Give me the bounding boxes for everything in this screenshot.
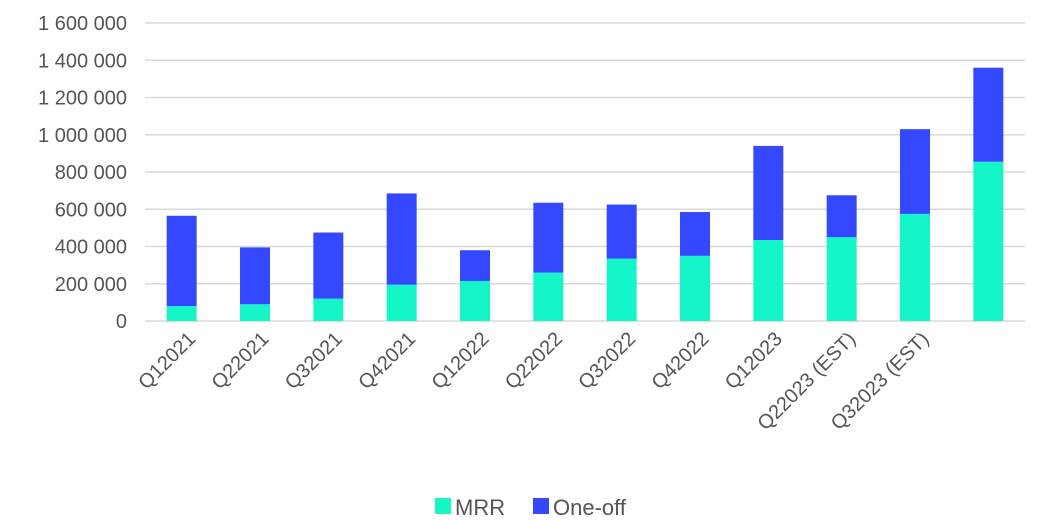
bar-one-off [826, 195, 857, 238]
bar-one-off [313, 232, 344, 299]
bar-mrr [900, 213, 930, 321]
bar-mrr [826, 237, 857, 321]
y-tick-label: 200 000 [55, 274, 127, 296]
bar-mrr [606, 258, 637, 321]
bar-one-off [533, 202, 564, 273]
bar-one-off [460, 250, 490, 281]
bar-mrr [680, 255, 710, 321]
bar-mrr [240, 304, 270, 321]
x-tick-label: Q22021 [208, 328, 274, 394]
y-tick-label: 1 600 000 [38, 13, 127, 35]
y-tick-label: 1 000 000 [38, 125, 127, 147]
legend-label-mrr: MRR [455, 495, 505, 520]
bar-mrr [533, 272, 564, 321]
y-tick-label: 600 000 [55, 199, 127, 221]
y-tick-label: 1 400 000 [38, 50, 127, 72]
bar-mrr [973, 161, 1004, 321]
bar-one-off [753, 145, 784, 240]
gridlines [145, 22, 1025, 322]
y-tick-label: 0 [116, 311, 127, 333]
y-tick-label: 400 000 [55, 237, 127, 259]
legend-swatch-mrr [435, 498, 451, 514]
bar-one-off [240, 247, 270, 305]
x-tick-label: Q12021 [134, 328, 200, 394]
x-tick-label: Q42021 [354, 328, 420, 394]
bar-one-off [166, 215, 197, 307]
y-axis-ticks: 0 200 000 400 000 600 000 800 000 1 000 000 1 … [38, 13, 127, 333]
x-tick-label: Q32022 [574, 328, 640, 394]
x-tick-label: Q12023 [721, 328, 787, 394]
y-tick-label: 800 000 [55, 162, 127, 184]
legend: MRR One-off [435, 495, 627, 520]
x-tick-label: Q12022 [428, 328, 494, 394]
bar-mrr [166, 306, 197, 321]
x-tick-label: Q22022 [501, 328, 567, 394]
x-tick-label: Q42022 [648, 328, 714, 394]
x-tick-label: Q32021 [281, 328, 347, 394]
bar-one-off [900, 129, 930, 214]
bar-mrr [460, 280, 490, 321]
bar-one-off [680, 212, 710, 256]
bar-mrr [313, 298, 344, 321]
bar-mrr [753, 239, 784, 321]
y-tick-label: 1 200 000 [38, 88, 127, 110]
legend-swatch-one-off [533, 498, 549, 514]
x-axis-ticks: Q12021 Q22021 Q32021 Q42021 Q12022 Q22022 Q320… [134, 328, 933, 435]
bar-one-off [973, 67, 1004, 162]
bars [166, 67, 1004, 321]
bar-one-off [606, 204, 637, 259]
bar-mrr [386, 284, 417, 321]
legend-label-one-off: One-off [553, 495, 627, 520]
bar-one-off [386, 193, 417, 285]
